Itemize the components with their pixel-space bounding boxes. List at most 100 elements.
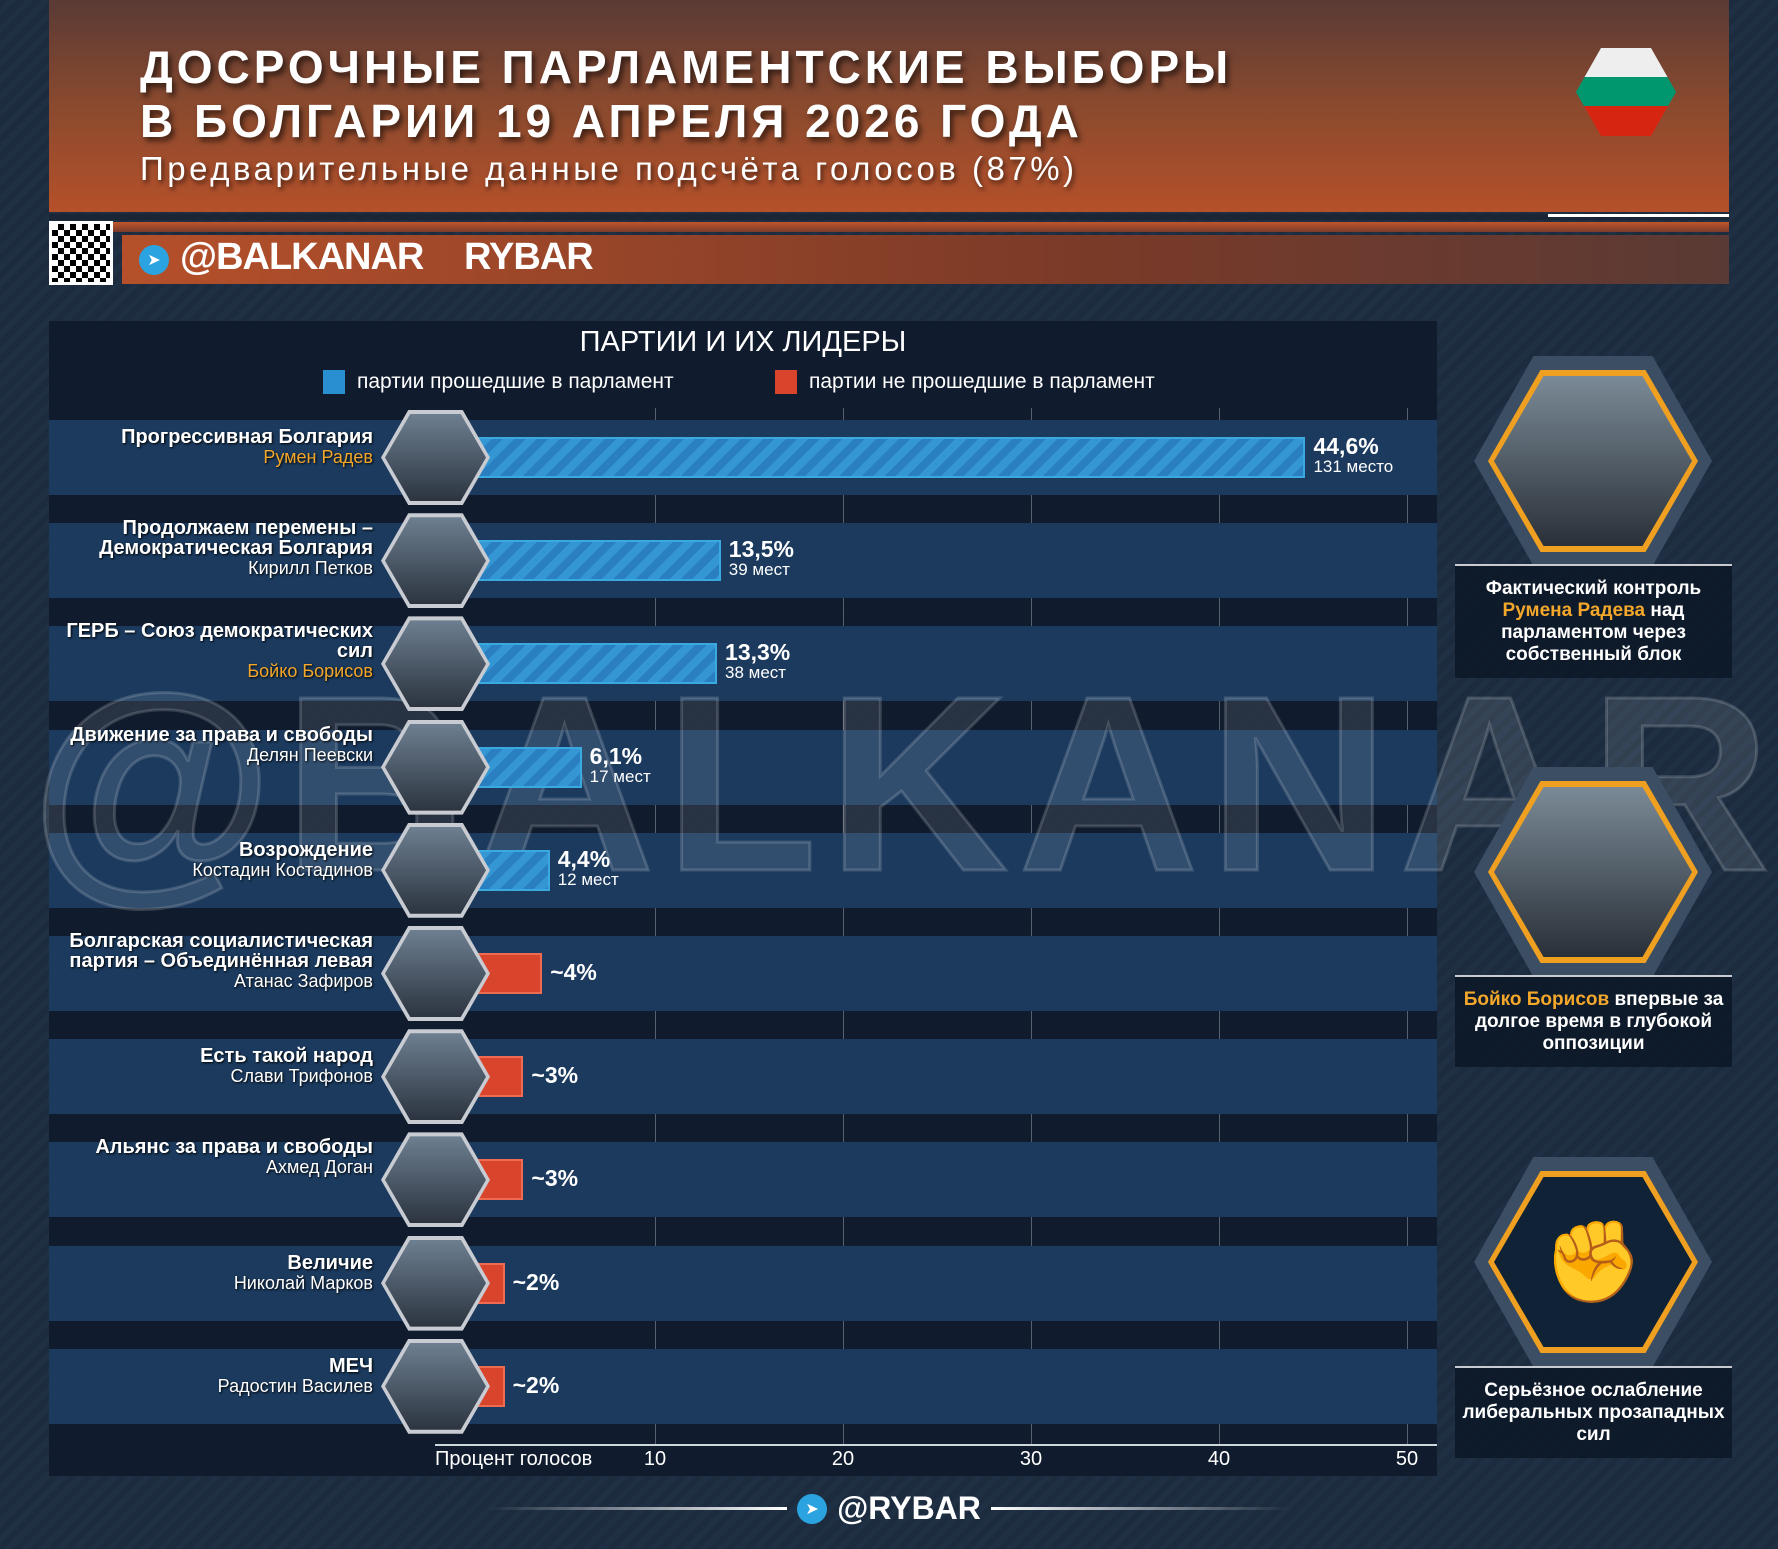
legend-label: партии не прошедшие в парламент (809, 370, 1155, 393)
x-axis-label: Процент голосов (435, 1448, 593, 1470)
party-label: Есть такой народ Слави Трифонов (200, 1046, 373, 1086)
header-banner (49, 0, 1729, 212)
x-tick-label: 30 (1019, 1448, 1043, 1470)
leader-name: Кирилл Петков (248, 558, 373, 579)
bar-value: ~2% (512, 1268, 560, 1295)
side-caption: Серьёзное ослабление либеральных прозапа… (1455, 1366, 1732, 1458)
seats-label: 12 мест (557, 869, 619, 889)
value-label: 6,1% (589, 742, 643, 769)
divider-line (1548, 214, 1729, 217)
caption-text: над парламентом через собственный блок (1501, 600, 1686, 665)
bar-value: ~4% (550, 959, 597, 985)
leader-name: Ахмед Доган (265, 1157, 373, 1178)
party-name: Величие (287, 1251, 373, 1274)
seats-label: 17 мест (589, 766, 651, 786)
party-name: Болгарская социалистическая партия – Объ… (69, 930, 373, 972)
gridline (843, 408, 844, 1446)
legend-swatch-red (775, 370, 797, 394)
leader-portrait (381, 1338, 490, 1434)
party-label: Величие Николай Марков (234, 1253, 373, 1293)
bar-value: ~2% (512, 1371, 560, 1398)
caption-text: Серьёзное ослабление либеральных прозапа… (1462, 1380, 1725, 1445)
party-name: Продолжаем перемены – Демократическая Бо… (99, 517, 373, 560)
leader-name: Слави Трифонов (230, 1066, 373, 1087)
leader-name: Бойко Борисов (247, 661, 373, 682)
leader-name: Николай Марков (233, 1272, 373, 1293)
party-label: МЕЧ Радостин Василев (218, 1356, 373, 1396)
row-band (49, 1039, 1437, 1115)
value-label: 13,5% (728, 536, 795, 563)
qr-code[interactable] (49, 221, 113, 285)
party-label: Продолжаем перемены – Демократическая Бо… (43, 518, 373, 578)
x-tick-label: 20 (831, 1448, 855, 1470)
footer: ➤ @RYBAR (0, 1490, 1778, 1527)
seats-label: 131 место (1313, 457, 1394, 476)
bar-value: 6,1% 17 мест (589, 742, 651, 787)
title-line1: ДОСРОЧНЫЕ ПАРЛАМЕНТСКИЕ ВЫБОРЫ (140, 41, 1233, 93)
leader-name: Делян Пеевски (246, 744, 373, 765)
bar[interactable] (467, 540, 721, 582)
x-tick-label: 10 (643, 1448, 667, 1470)
title-line2: В БОЛГАРИИ 19 АПРЕЛЯ 2026 ГОДА (140, 95, 1083, 147)
seats-label: 39 мест (728, 560, 790, 580)
party-label: Альянс за права и свободы Ахмед Доган (95, 1137, 373, 1177)
party-name: Прогрессивная Болгария (121, 426, 373, 448)
bar-value: ~3% (531, 1165, 579, 1192)
row-band (49, 936, 1437, 1011)
value-label: ~2% (512, 1268, 560, 1295)
caption-highlight: Румена Радева (1502, 600, 1646, 621)
party-label: Движение за права и свободы Делян Пеевски (70, 725, 373, 765)
party-label: Прогрессивная Болгария Румен Радев (121, 427, 373, 467)
divider-orange (49, 222, 1729, 232)
bar-value: 13,5% 39 мест (729, 538, 794, 580)
bar-value: 44,6% 131 место (1313, 435, 1393, 477)
value-label: 44,6% (1313, 433, 1379, 459)
caption-highlight: Бойко Борисов (1463, 989, 1610, 1010)
value-label: ~3% (531, 1165, 579, 1192)
value-label: 4,4% (557, 845, 611, 872)
value-label: ~4% (550, 959, 597, 985)
subtitle: Предварительные данные подсчёта голосов … (140, 150, 1078, 187)
leader-name: Радостин Василев (217, 1375, 373, 1396)
row-band (49, 523, 1437, 599)
leader-portrait (381, 1029, 490, 1125)
side-hex (1474, 356, 1712, 566)
telegram-icon: ➤ (139, 245, 169, 275)
legend-not-passed: партии не прошедшие в парламент (775, 370, 1155, 394)
brand-bar (122, 235, 1729, 284)
chart-title: ПАРТИИ И ИХ ЛИДЕРЫ (579, 326, 907, 358)
side-hex (1474, 767, 1712, 977)
party-name: Движение за права и свободы (70, 723, 373, 746)
value-label: ~2% (512, 1371, 560, 1398)
gridline (1407, 408, 1408, 1446)
row-band (49, 626, 1437, 702)
raised-fist-icon: ✊ (1494, 1177, 1692, 1347)
party-name: Есть такой народ (200, 1045, 373, 1068)
row-band (49, 832, 1437, 908)
bar-value: ~3% (531, 1062, 579, 1089)
divider (49, 214, 1729, 220)
party-label: Возрождение Костадин Костадинов (192, 840, 373, 880)
side-caption: Бойко Борисов впервые за долгое время в … (1455, 975, 1732, 1067)
bar[interactable] (467, 643, 718, 685)
x-tick-label: 40 (1207, 1448, 1231, 1470)
value-label: 13,3% (725, 639, 791, 666)
party-label: Болгарская социалистическая партия – Объ… (43, 931, 373, 991)
x-axis (435, 1444, 1437, 1446)
legend-passed: партии прошедшие в парламент (323, 370, 674, 394)
leader-name: Костадин Костадинов (192, 859, 373, 880)
side-caption: Фактический контроль Румена Радева над п… (1455, 564, 1732, 678)
row-band (49, 729, 1437, 805)
value-label: ~3% (531, 1062, 579, 1089)
gridline (1031, 408, 1032, 1446)
bar[interactable] (467, 437, 1306, 478)
telegram-icon: ➤ (797, 1493, 828, 1524)
legend-swatch-blue (323, 370, 345, 394)
leader-name: Атанас Зафиров (234, 971, 373, 991)
leader-portrait (381, 1235, 490, 1331)
legend-label: партии прошедшие в парламент (357, 370, 674, 393)
footer-handle[interactable]: @RYBAR (837, 1490, 981, 1526)
brand-channel[interactable]: @BALKANAR (180, 236, 424, 278)
leader-name: Румен Радев (263, 447, 373, 467)
party-name: Возрождение (238, 838, 373, 861)
